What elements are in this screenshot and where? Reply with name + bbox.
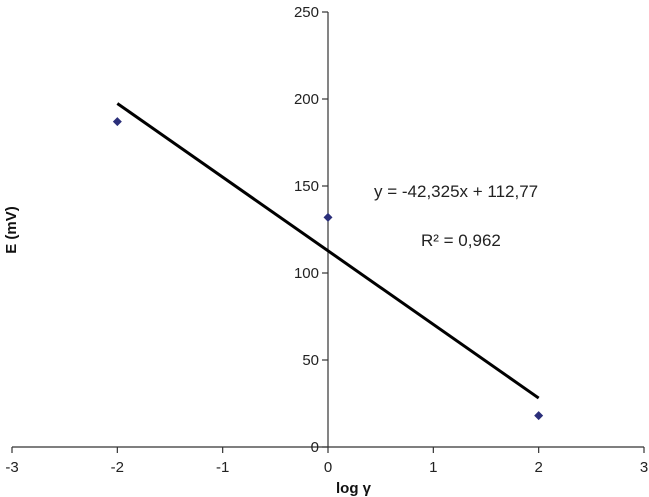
axes	[12, 12, 644, 448]
x-tick-label: -3	[5, 459, 18, 476]
data-points	[112, 117, 544, 421]
x-tick-label: 1	[429, 459, 437, 476]
y-tick-label: 50	[302, 352, 319, 369]
x-axis-title: log γ	[336, 480, 372, 497]
y-tick-label: 0	[311, 439, 319, 456]
x-tick-label: -2	[111, 459, 124, 476]
r-squared-label: R² = 0,962	[421, 231, 501, 250]
x-tick-label: 3	[640, 459, 648, 476]
data-point-marker	[534, 411, 544, 421]
y-tick-label: 250	[294, 4, 319, 21]
x-tick-label: 0	[324, 459, 332, 476]
trendline-equation: y = -42,325x + 112,77	[374, 182, 538, 201]
data-point-marker	[323, 212, 333, 222]
data-point-marker	[112, 117, 122, 127]
y-tick-label: 100	[294, 265, 319, 282]
y-tick-label: 200	[294, 91, 319, 108]
y-axis-title: E (mV)	[3, 206, 20, 254]
x-tick-label: -1	[216, 459, 229, 476]
tick-marks	[11, 11, 645, 453]
tick-labels: -3 -2 -1 0 1 2 3 0 50 100 150 200 250	[5, 4, 648, 476]
y-tick-label: 150	[294, 178, 319, 195]
trend-line	[116, 102, 540, 400]
x-tick-label: 2	[534, 459, 542, 476]
